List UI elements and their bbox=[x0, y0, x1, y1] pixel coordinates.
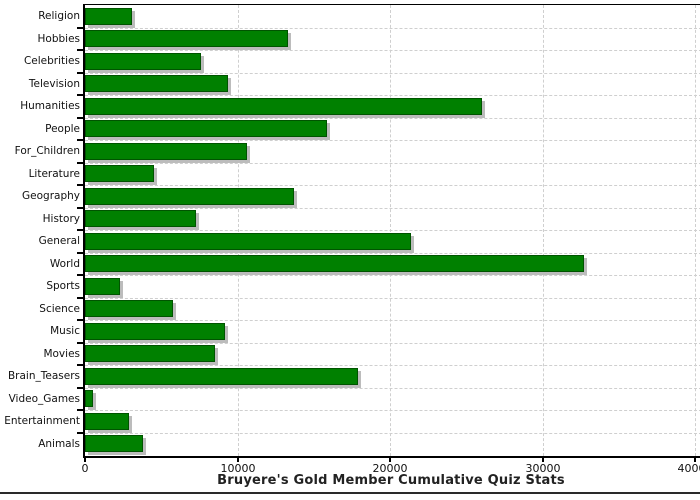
bottom-frame-line bbox=[0, 492, 700, 494]
bar-people bbox=[85, 120, 327, 137]
bar-world bbox=[85, 255, 584, 272]
category-label: General bbox=[38, 235, 80, 247]
category-label: Entertainment bbox=[4, 415, 80, 427]
horizontal-gridline bbox=[85, 230, 700, 231]
bar-sports bbox=[85, 277, 120, 295]
vertical-gridline bbox=[238, 5, 239, 456]
vertical-gridline bbox=[543, 5, 544, 456]
horizontal-gridline bbox=[85, 162, 700, 164]
category-label: Geography bbox=[22, 190, 80, 202]
x-axis-tick-label: 30000 bbox=[525, 462, 561, 475]
horizontal-gridline bbox=[85, 252, 700, 254]
y-axis-tick bbox=[77, 71, 84, 74]
y-axis-tick bbox=[77, 229, 84, 231]
y-axis-tick bbox=[77, 139, 84, 141]
bar-humanities bbox=[85, 97, 482, 115]
bar-literature bbox=[85, 165, 154, 182]
y-axis-tick bbox=[77, 116, 84, 119]
y-axis-tick bbox=[77, 296, 84, 299]
horizontal-gridline bbox=[85, 50, 700, 51]
category-label: Celebrities bbox=[23, 55, 80, 67]
bar-history bbox=[85, 210, 196, 227]
horizontal-gridline bbox=[85, 95, 700, 96]
category-label: Hobbies bbox=[37, 32, 81, 45]
x-axis-tick-label: 10000 bbox=[220, 462, 256, 475]
y-axis-tick bbox=[77, 161, 84, 164]
horizontal-gridline bbox=[85, 140, 700, 141]
horizontal-gridline bbox=[85, 365, 700, 366]
y-axis-tick bbox=[77, 251, 84, 254]
y-axis-tick bbox=[77, 409, 84, 411]
category-label: Television bbox=[28, 77, 80, 90]
category-label: Music bbox=[50, 325, 80, 337]
x-axis-tick-label: 20000 bbox=[372, 462, 408, 475]
y-axis-tick bbox=[77, 184, 84, 186]
bar-television bbox=[85, 75, 228, 92]
category-label: Movies bbox=[43, 347, 80, 360]
category-label: Animals bbox=[38, 437, 80, 450]
category-label: Sports bbox=[46, 280, 80, 292]
bar-celebrities bbox=[85, 52, 201, 70]
bar-video_games bbox=[85, 390, 93, 407]
horizontal-gridline bbox=[85, 207, 700, 209]
x-axis-tick bbox=[542, 457, 544, 462]
category-label: Humanities bbox=[20, 100, 80, 112]
bar-religion bbox=[85, 7, 132, 25]
category-label: For_Children bbox=[14, 145, 80, 157]
vertical-gridline bbox=[695, 5, 696, 456]
bar-geography bbox=[85, 187, 294, 205]
vertical-gridline bbox=[390, 5, 391, 456]
horizontal-gridline bbox=[85, 320, 700, 321]
horizontal-gridline bbox=[85, 275, 700, 276]
chart-title: Bruyere's Gold Member Cumulative Quiz St… bbox=[217, 473, 565, 488]
y-axis-tick bbox=[77, 49, 84, 51]
category-label: Science bbox=[39, 302, 80, 315]
bar-hobbies bbox=[85, 30, 288, 47]
x-axis-tick bbox=[694, 457, 696, 462]
bar-animals bbox=[85, 435, 143, 452]
horizontal-gridline bbox=[85, 387, 700, 389]
horizontal-gridline bbox=[85, 432, 700, 434]
category-label: History bbox=[42, 212, 80, 225]
bar-movies bbox=[85, 345, 215, 362]
x-axis-tick bbox=[389, 457, 391, 462]
bar-science bbox=[85, 300, 173, 317]
bar-brain_teasers bbox=[85, 367, 358, 385]
horizontal-gridline bbox=[85, 185, 700, 186]
bar-general bbox=[85, 232, 411, 250]
bar-music bbox=[85, 322, 225, 340]
y-axis-tick bbox=[77, 364, 84, 366]
horizontal-gridline bbox=[85, 27, 700, 29]
y-axis-tick bbox=[77, 341, 84, 344]
category-label: Literature bbox=[28, 167, 80, 180]
category-label: Video_Games bbox=[8, 392, 80, 405]
category-label: People bbox=[45, 122, 80, 135]
horizontal-gridline bbox=[85, 117, 700, 119]
x-axis-tick-label: 40000 bbox=[677, 462, 700, 475]
bar-entertainment bbox=[85, 412, 129, 430]
horizontal-gridline bbox=[85, 297, 700, 299]
category-label: World bbox=[49, 257, 80, 270]
y-axis-tick bbox=[77, 26, 84, 29]
y-axis-tick bbox=[77, 431, 84, 434]
bar-for_children bbox=[85, 142, 247, 160]
plot-area bbox=[83, 4, 700, 458]
y-axis-tick bbox=[77, 319, 84, 321]
x-axis-tick-label: 0 bbox=[81, 462, 89, 475]
horizontal-gridline bbox=[85, 342, 700, 344]
horizontal-gridline bbox=[85, 72, 700, 74]
y-axis-tick bbox=[77, 206, 84, 209]
y-axis-tick bbox=[77, 386, 84, 389]
x-axis-tick bbox=[84, 457, 86, 462]
horizontal-gridline bbox=[85, 410, 700, 411]
x-axis-tick bbox=[237, 457, 239, 462]
y-axis-tick bbox=[77, 274, 84, 276]
category-label: Religion bbox=[38, 10, 80, 22]
y-axis-tick bbox=[77, 94, 84, 96]
category-label: Brain_Teasers bbox=[7, 370, 80, 382]
